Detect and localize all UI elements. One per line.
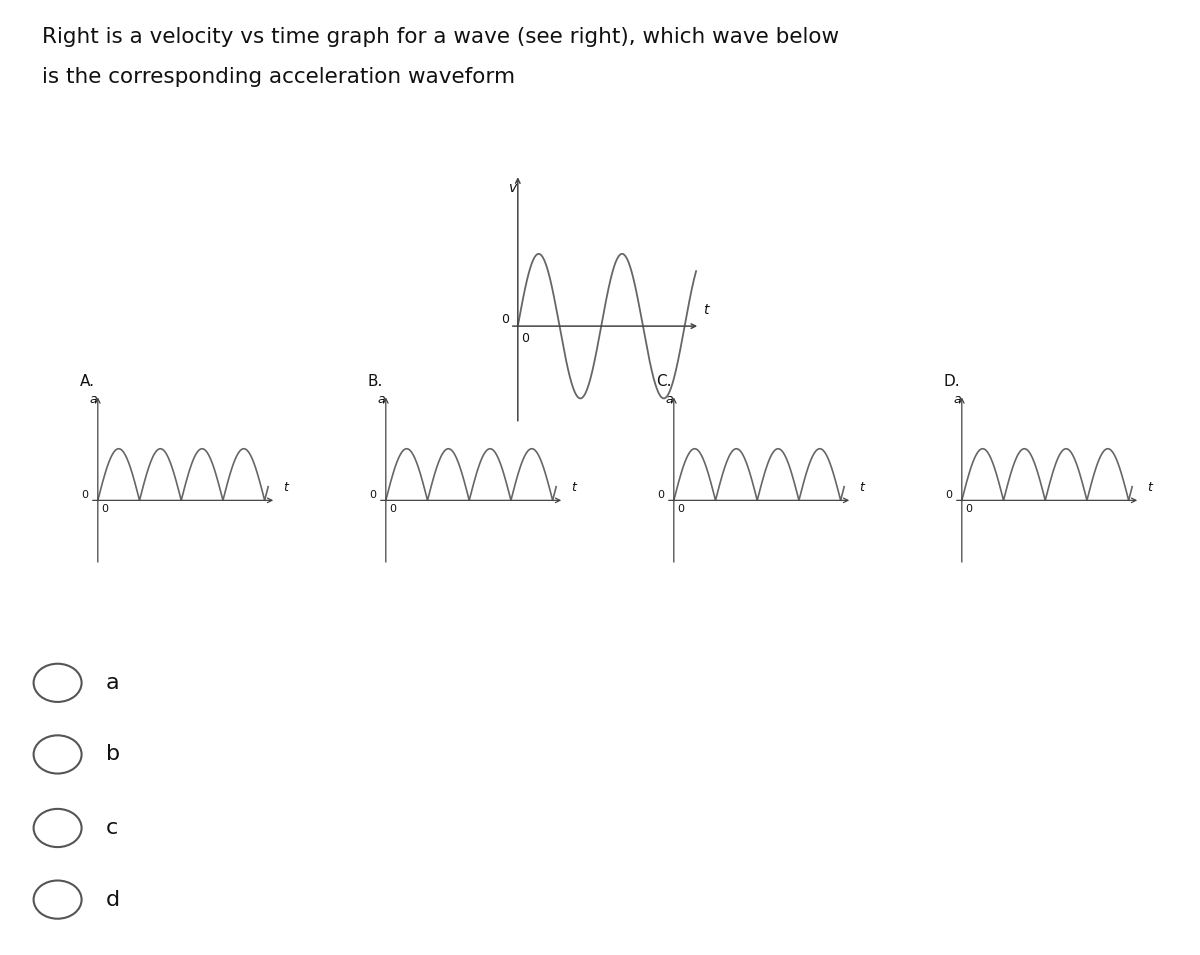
Text: t: t [1147, 481, 1152, 494]
Text: t: t [283, 481, 288, 494]
Text: b: b [106, 745, 120, 764]
Text: t: t [703, 304, 709, 317]
Text: 0: 0 [966, 503, 972, 514]
Text: C.: C. [656, 374, 672, 390]
Text: 0: 0 [678, 503, 684, 514]
Text: t: t [571, 481, 576, 494]
Text: 0: 0 [102, 503, 108, 514]
Text: 0: 0 [390, 503, 396, 514]
Text: 0: 0 [658, 490, 665, 499]
Text: a: a [106, 673, 119, 692]
Text: a: a [377, 393, 385, 407]
Text: 0: 0 [370, 490, 377, 499]
Text: a: a [665, 393, 673, 407]
Text: 0: 0 [82, 490, 89, 499]
Text: a: a [89, 393, 97, 407]
Text: 0: 0 [502, 312, 509, 326]
Text: d: d [106, 890, 120, 909]
Text: 0: 0 [521, 332, 529, 345]
Text: t: t [859, 481, 864, 494]
Text: c: c [106, 818, 118, 838]
Text: D.: D. [944, 374, 961, 390]
Text: 0: 0 [946, 490, 953, 499]
Text: a: a [953, 393, 961, 407]
Text: Right is a velocity vs time graph for a wave (see right), which wave below: Right is a velocity vs time graph for a … [42, 27, 839, 47]
Text: v: v [509, 180, 517, 195]
Text: B.: B. [368, 374, 383, 390]
Text: A.: A. [80, 374, 95, 390]
Text: is the corresponding acceleration waveform: is the corresponding acceleration wavefo… [42, 67, 515, 87]
